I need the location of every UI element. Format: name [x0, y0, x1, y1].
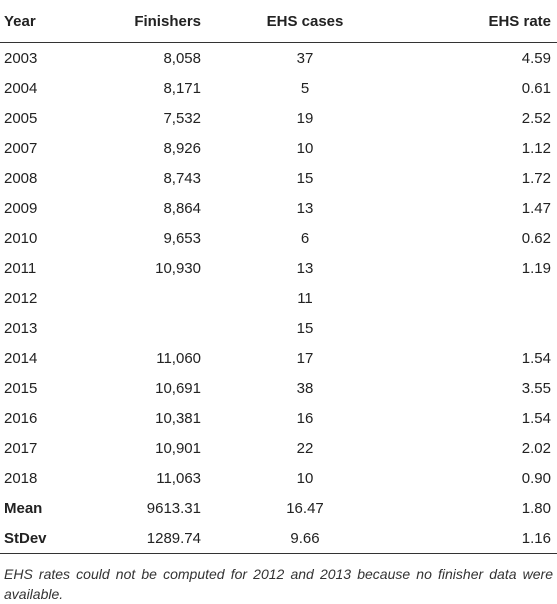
- cell-ehs-rate: 0.90: [521, 469, 551, 487]
- header-finishers: Finishers: [95, 0, 215, 43]
- cell-ehs-cases: 6: [300, 229, 310, 247]
- cell-year: 2017: [4, 439, 38, 457]
- cell-finishers: 8,058: [163, 49, 201, 67]
- cell-ehs-rate: 1.19: [521, 259, 551, 277]
- cell-finishers: 8,171: [163, 79, 201, 97]
- cell-ehs-cases: 16: [296, 409, 314, 427]
- table-row: 2009 8,864 13 1.47: [0, 193, 557, 223]
- cell-ehs-rate: 2.52: [521, 109, 551, 127]
- cell-ehs-cases: 22: [296, 439, 314, 457]
- table-row: 2007 8,926 10 1.12: [0, 133, 557, 163]
- cell-finishers: [95, 313, 215, 343]
- cell-ehs-cases: 13: [296, 259, 314, 277]
- summary-row-mean: Mean 9613.31 16.47 1.80: [0, 493, 557, 523]
- cell-finishers: 9613.31: [146, 499, 201, 517]
- cell-year: 2013: [4, 319, 38, 337]
- cell-ehs-cases: 5: [300, 79, 310, 97]
- cell-year: 2016: [4, 409, 38, 427]
- cell-ehs-cases: 10: [296, 139, 314, 157]
- cell-finishers: 8,743: [163, 169, 201, 187]
- cell-year: 2004: [4, 79, 38, 97]
- cell-ehs-cases: 10: [296, 469, 314, 487]
- cell-finishers: 10,691: [155, 379, 201, 397]
- cell-year: 2007: [4, 139, 38, 157]
- cell-ehs-cases: 37: [296, 49, 314, 67]
- table-row: 2011 10,930 13 1.19: [0, 253, 557, 283]
- cell-year: 2014: [4, 349, 38, 367]
- header-ehs-cases: EHS cases: [215, 0, 395, 43]
- cell-year: 2015: [4, 379, 38, 397]
- table-row: 2005 7,532 19 2.52: [0, 103, 557, 133]
- table-row: 2003 8,058 37 4.59: [0, 43, 557, 74]
- cell-ehs-rate: 1.54: [521, 409, 551, 427]
- cell-finishers: 10,381: [155, 409, 201, 427]
- cell-ehs-rate: 1.16: [395, 523, 557, 554]
- table-row: 2014 11,060 17 1.54: [0, 343, 557, 373]
- cell-ehs-rate: 1.47: [521, 199, 551, 217]
- cell-ehs-cases: 38: [296, 379, 314, 397]
- cell-ehs-rate: 0.62: [521, 229, 551, 247]
- cell-year: 2005: [4, 109, 38, 127]
- cell-finishers: 11,063: [156, 469, 201, 487]
- cell-ehs-rate: [395, 313, 557, 343]
- cell-ehs-rate: 4.59: [521, 49, 551, 67]
- cell-ehs-cases: 15: [296, 319, 314, 337]
- cell-ehs-cases: 9.66: [215, 523, 395, 554]
- cell-finishers: 7,532: [163, 109, 201, 127]
- cell-finishers: 10,901: [155, 439, 201, 457]
- cell-year: 2012: [4, 289, 38, 307]
- cell-ehs-cases: 13: [296, 199, 314, 217]
- table-header-row: Year Finishers EHS cases EHS rate: [0, 0, 557, 43]
- cell-ehs-rate: 1.12: [521, 139, 551, 157]
- cell-ehs-rate: 1.72: [521, 169, 551, 187]
- cell-ehs-cases: 15: [296, 169, 314, 187]
- cell-year: StDev: [0, 523, 95, 554]
- cell-year: 2018: [4, 469, 38, 487]
- cell-year: 2010: [4, 229, 38, 247]
- cell-ehs-cases: 16.47: [286, 499, 324, 517]
- cell-year: 2009: [4, 199, 38, 217]
- cell-finishers: [95, 283, 215, 313]
- table-row: 2012 11: [0, 283, 557, 313]
- table-row: 2008 8,743 15 1.72: [0, 163, 557, 193]
- cell-year: 2008: [4, 169, 38, 187]
- table-row: 2004 8,171 5 0.61: [0, 73, 557, 103]
- table-body: 2003 8,058 37 4.59 2004 8,171 5 0.61 200…: [0, 43, 557, 554]
- cell-ehs-rate: 1.80: [521, 499, 551, 517]
- cell-ehs-rate: 0.61: [521, 79, 551, 97]
- cell-ehs-cases: 11: [297, 289, 313, 307]
- cell-finishers: 11,060: [156, 349, 201, 367]
- cell-ehs-cases: 17: [296, 349, 314, 367]
- cell-year: Mean: [4, 499, 43, 517]
- cell-year: 2003: [4, 49, 38, 67]
- cell-finishers: 1289.74: [95, 523, 215, 554]
- table-row: 2013 15: [0, 313, 557, 343]
- table-row: 2016 10,381 16 1.54: [0, 403, 557, 433]
- table-footnote: EHS rates could not be computed for 2012…: [4, 566, 553, 602]
- table-row: 2017 10,901 22 2.02: [0, 433, 557, 463]
- table-row: 2010 9,653 6 0.62: [0, 223, 557, 253]
- cell-ehs-rate: 1.54: [521, 349, 551, 367]
- cell-finishers: 9,653: [163, 229, 201, 247]
- header-ehs-rate: EHS rate: [395, 0, 557, 43]
- cell-ehs-cases: 19: [296, 109, 314, 127]
- table-row: 2015 10,691 38 3.55: [0, 373, 557, 403]
- cell-year: 2011: [4, 259, 37, 277]
- cell-ehs-rate: [395, 283, 557, 313]
- cell-finishers: 8,926: [163, 139, 201, 157]
- cell-ehs-rate: 2.02: [521, 439, 551, 457]
- header-year: Year: [0, 0, 95, 43]
- ehs-table: Year Finishers EHS cases EHS rate 2003 8…: [0, 0, 557, 554]
- table-row: 2018 11,063 10 0.90: [0, 463, 557, 493]
- summary-row-stdev: StDev 1289.74 9.66 1.16: [0, 523, 557, 554]
- cell-finishers: 8,864: [163, 199, 201, 217]
- cell-finishers: 10,930: [155, 259, 201, 277]
- cell-ehs-rate: 3.55: [521, 379, 551, 397]
